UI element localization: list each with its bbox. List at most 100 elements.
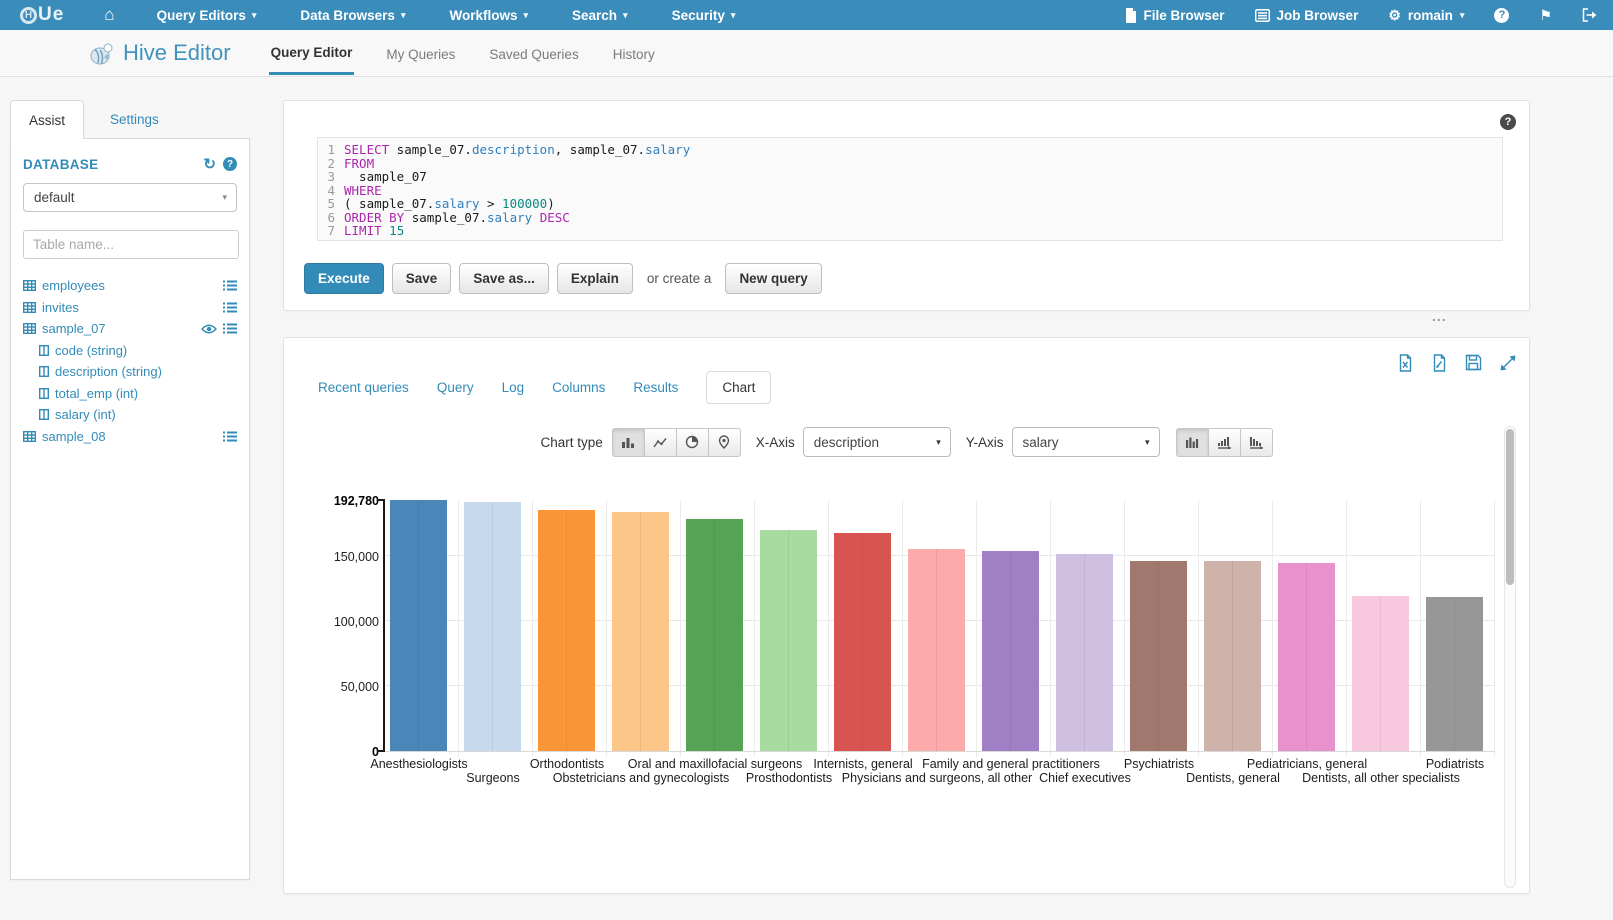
sort-descending-button[interactable] xyxy=(1239,427,1273,457)
chart-bar[interactable] xyxy=(1352,596,1409,751)
line-number: 1 xyxy=(327,142,335,157)
tab-recent-queries[interactable]: Recent queries xyxy=(318,379,409,395)
y-axis-select[interactable]: salary ▾ xyxy=(1011,427,1160,457)
user-menu[interactable]: ⚙ romain ▾ xyxy=(1388,7,1464,24)
chart-bar[interactable] xyxy=(1056,553,1113,751)
tab-chart[interactable]: Chart xyxy=(706,370,772,404)
chart-bar[interactable] xyxy=(464,501,521,751)
tab-saved-queries[interactable]: Saved Queries xyxy=(489,46,579,62)
menu-security[interactable]: Security ▾ xyxy=(671,7,736,23)
explain-button[interactable]: Explain xyxy=(556,263,633,294)
help-icon[interactable]: ? xyxy=(1494,7,1510,23)
sql-line[interactable]: 6 ORDER BY sample_07.salary DESC xyxy=(318,209,1502,225)
hue-logo[interactable]: H Ue xyxy=(20,4,64,26)
sql-line[interactable]: 3 sample_07 xyxy=(318,170,1502,184)
sql-editor[interactable]: 1 SELECT sample_07.description, sample_07… xyxy=(317,137,1503,241)
preview-eye-icon[interactable] xyxy=(201,324,217,334)
v-gridline xyxy=(458,500,459,757)
line-number: 6 xyxy=(327,209,335,225)
table-filter-input[interactable] xyxy=(23,230,239,259)
sql-line[interactable]: 2 FROM xyxy=(318,156,1502,171)
menu-query-editors[interactable]: Query Editors ▾ xyxy=(156,7,257,23)
sql-line[interactable]: 4 WHERE xyxy=(318,183,1502,198)
table-row-invites[interactable]: invites xyxy=(11,297,249,319)
chart-bar[interactable] xyxy=(760,529,817,751)
bar-seam xyxy=(1010,550,1011,751)
table-menu-icon[interactable] xyxy=(223,302,237,313)
tab-log[interactable]: Log xyxy=(501,379,525,395)
chart-type-bars-button[interactable] xyxy=(611,427,645,457)
menu-data-browsers[interactable]: Data Browsers ▾ xyxy=(300,7,406,23)
sql-line[interactable]: 1 SELECT sample_07.description, sample_07… xyxy=(318,143,1502,157)
chart-type-pie-button[interactable] xyxy=(675,427,709,457)
y-axis-tick xyxy=(377,750,385,752)
excel-export-icon[interactable] xyxy=(1397,354,1414,372)
table-row-sample-07[interactable]: sample_07 xyxy=(11,318,249,340)
tab-my-queries[interactable]: My Queries xyxy=(386,46,456,62)
csv-export-icon[interactable] xyxy=(1431,354,1448,372)
new-query-button[interactable]: New query xyxy=(725,263,822,294)
table-icon xyxy=(23,301,36,313)
execute-button[interactable]: Execute xyxy=(304,263,384,294)
tab-assist[interactable]: Assist xyxy=(10,100,84,139)
job-browser-link[interactable]: Job Browser xyxy=(1254,8,1358,23)
tab-query[interactable]: Query xyxy=(436,379,474,395)
save-button[interactable]: Save xyxy=(391,263,452,294)
chart-bar[interactable] xyxy=(1130,560,1187,751)
chart-pie-icon xyxy=(686,435,699,449)
tab-history[interactable]: History xyxy=(612,46,655,62)
line-number: 7 xyxy=(327,223,335,238)
table-menu-icon[interactable] xyxy=(223,431,237,442)
sql-line[interactable]: 7 LIMIT 15 xyxy=(318,224,1502,238)
sql-line[interactable]: 5( sample_07.salary > 100000) xyxy=(318,197,1502,211)
column-row-description[interactable]: description (string) xyxy=(11,361,249,383)
flag-icon[interactable]: ⚑ xyxy=(1539,6,1552,23)
table-row-employees[interactable]: employees xyxy=(11,275,249,297)
tab-settings[interactable]: Settings xyxy=(110,112,159,127)
save-as-button[interactable]: Save as... xyxy=(459,263,549,294)
chart-type-map-button[interactable] xyxy=(707,427,741,457)
table-row-sample-08[interactable]: sample_08 xyxy=(11,426,249,448)
table-menu-icon[interactable] xyxy=(223,280,237,291)
chart-bar[interactable] xyxy=(982,550,1039,751)
chart-bar[interactable] xyxy=(390,500,447,751)
chart-bar[interactable] xyxy=(834,533,891,751)
chart-bar[interactable] xyxy=(908,549,965,751)
file-browser-link[interactable]: File Browser xyxy=(1125,7,1225,23)
menu-workflows[interactable]: Workflows ▾ xyxy=(449,7,529,23)
chart-type-line-button[interactable] xyxy=(643,427,677,457)
editor-help-icon[interactable]: ? xyxy=(1500,114,1516,130)
chart-bar[interactable] xyxy=(538,509,595,751)
chart-bar[interactable] xyxy=(1204,561,1261,751)
sort-none-button[interactable] xyxy=(1175,427,1209,457)
chart-bar[interactable] xyxy=(1426,596,1483,751)
v-gridline xyxy=(1272,500,1273,757)
chart-scrollbar[interactable] xyxy=(1504,426,1516,888)
tab-columns[interactable]: Columns xyxy=(552,379,606,395)
save-results-icon[interactable] xyxy=(1465,354,1482,371)
column-row-code[interactable]: code (string) xyxy=(11,340,249,362)
panel-resize-handle[interactable]: ... xyxy=(1432,308,1447,324)
column-row-salary[interactable]: salary (int) xyxy=(11,404,249,426)
column-row-total-emp[interactable]: total_emp (int) xyxy=(11,383,249,405)
sort-ascending-button[interactable] xyxy=(1207,427,1241,457)
chart-scrollbar-thumb[interactable] xyxy=(1506,429,1514,585)
bars-grouped-icon xyxy=(1186,437,1199,448)
home-icon[interactable]: ⌂ xyxy=(104,5,115,24)
tab-query-editor[interactable]: Query Editor xyxy=(268,31,355,75)
refresh-icon[interactable]: ↻ xyxy=(203,156,216,173)
bar-seam xyxy=(492,501,493,751)
chart-bar[interactable] xyxy=(686,518,743,751)
sign-out-icon[interactable] xyxy=(1582,8,1597,22)
x-axis-select[interactable]: description ▾ xyxy=(802,427,951,457)
database-select[interactable]: default ▾ xyxy=(23,183,237,212)
fullscreen-icon[interactable] xyxy=(1499,354,1517,372)
sidebar-tabs: Assist Settings xyxy=(10,100,250,139)
tab-results[interactable]: Results xyxy=(633,379,679,395)
chart-bar[interactable] xyxy=(1278,563,1335,751)
table-icon xyxy=(23,430,36,442)
chart-bar[interactable] xyxy=(612,511,669,751)
menu-search[interactable]: Search ▾ xyxy=(572,7,628,23)
table-menu-icon[interactable] xyxy=(223,323,237,334)
assist-help-icon[interactable]: ? xyxy=(223,157,237,171)
